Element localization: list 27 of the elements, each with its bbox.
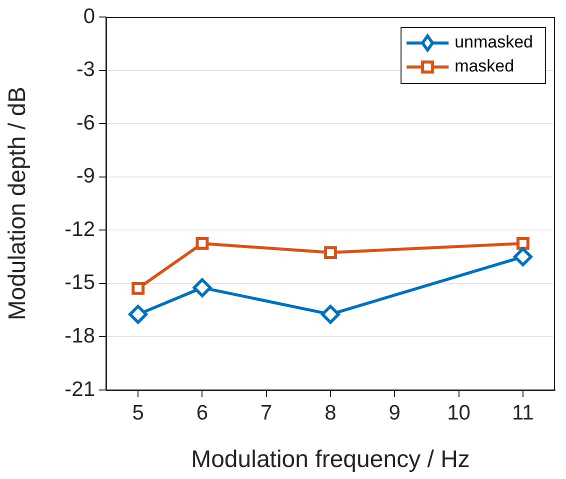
y-tick-label: -3 — [76, 58, 95, 82]
y-tick-label: -12 — [64, 218, 95, 241]
y-tick-label: -6 — [76, 111, 95, 134]
y-axis-title: Modulation depth / dB — [4, 86, 32, 320]
y-tick-label: -21 — [64, 378, 95, 401]
point — [516, 237, 530, 250]
x-tick-label: 9 — [388, 401, 400, 424]
legend-label: masked — [454, 56, 514, 76]
point — [513, 247, 532, 266]
point — [321, 304, 340, 324]
y-tick-label: -15 — [64, 271, 95, 294]
x-tick-label: 8 — [324, 401, 336, 424]
x-tick-label: 5 — [132, 401, 144, 424]
point — [192, 278, 212, 298]
legend-label: unmasked — [454, 32, 534, 52]
x-tick-label: 7 — [260, 401, 272, 424]
point — [324, 246, 337, 259]
point — [196, 237, 209, 250]
x-tick-label: 11 — [512, 401, 534, 424]
x-axis-title: Modulation frequency / Hz — [191, 446, 470, 474]
x-tick-label: 10 — [447, 401, 470, 424]
point — [132, 282, 145, 295]
y-tick-label: 0 — [83, 4, 95, 28]
x-tick-label: 6 — [196, 401, 208, 424]
y-tick-label: -18 — [64, 324, 95, 348]
point — [128, 304, 148, 324]
y-tick-label: -9 — [76, 164, 95, 188]
